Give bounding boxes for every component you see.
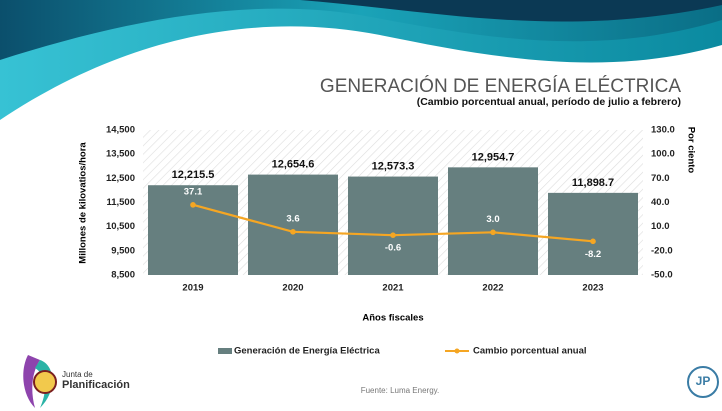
logo-text: Planificación: [62, 379, 130, 391]
y2-axis-title: Por ciento: [685, 127, 696, 174]
y2-tick-label: -50.0: [651, 270, 673, 281]
bar-value-label: 11,898.7: [572, 177, 614, 189]
source-note: Fuente: Luma Energy.: [361, 386, 440, 395]
chart: GENERACIÓN DE ENERGÍA ELÉCTRICA (Cambio …: [0, 0, 722, 411]
y-tick-label: 11,500: [106, 197, 135, 208]
y2-tick-label: 70.0: [651, 173, 670, 184]
bar: [148, 185, 238, 275]
bar: [348, 177, 438, 275]
y-tick-label: 13,500: [106, 149, 135, 160]
y-axis-title: Millones de kilovatios/hora: [78, 142, 89, 264]
logo-seal: [34, 371, 56, 393]
line-marker: [490, 230, 496, 236]
badge-text: JP: [696, 374, 711, 388]
line-value-label: 3.6: [286, 213, 299, 224]
bar-value-label: 12,215.5: [172, 169, 215, 181]
x-tick-label: 2020: [282, 283, 303, 294]
y2-tick-label: 40.0: [651, 197, 670, 208]
y2-tick-label: 100.0: [651, 149, 675, 160]
line-value-label: 37.1: [184, 186, 203, 197]
y2-tick-label: 10.0: [651, 221, 670, 232]
y-tick-label: 10,500: [106, 221, 135, 232]
y-tick-label: 9,500: [111, 245, 135, 256]
legend-swatch: [218, 348, 232, 354]
y2-tick-label: -20.0: [651, 245, 673, 256]
x-tick-label: 2019: [182, 283, 203, 294]
bar-value-label: 12,654.6: [272, 159, 315, 171]
legend-label: Generación de Energía Eléctrica: [234, 346, 380, 357]
line-value-label: -8.2: [585, 249, 601, 260]
chart-title: GENERACIÓN DE ENERGÍA ELÉCTRICA: [320, 75, 681, 97]
bar-value-label: 12,573.3: [372, 160, 415, 172]
line-marker: [190, 202, 196, 208]
y-tick-label: 12,500: [106, 173, 135, 184]
legend-swatch: [455, 349, 460, 354]
logo-text: Junta de: [62, 370, 93, 379]
logo: Junta de Planificación JP: [23, 355, 718, 408]
bar: [248, 175, 338, 275]
line-value-label: 3.0: [486, 214, 499, 225]
x-axis-title: Años fiscales: [362, 313, 423, 324]
y2-tick-label: 130.0: [651, 125, 675, 136]
chart-subtitle: (Cambio porcentual anual, período de jul…: [417, 96, 681, 108]
x-tick-label: 2021: [382, 283, 404, 294]
y-tick-label: 14,500: [106, 125, 135, 136]
bar: [548, 193, 638, 275]
x-tick-label: 2022: [482, 283, 503, 294]
x-tick-label: 2023: [582, 283, 603, 294]
line-value-label: -0.6: [385, 243, 401, 254]
line-marker: [290, 229, 296, 235]
bar-value-label: 12,954.7: [472, 151, 515, 163]
line-marker: [590, 239, 596, 245]
y-tick-label: 8,500: [111, 270, 135, 281]
line-marker: [390, 232, 396, 238]
legend-label: Cambio porcentual anual: [473, 346, 587, 357]
